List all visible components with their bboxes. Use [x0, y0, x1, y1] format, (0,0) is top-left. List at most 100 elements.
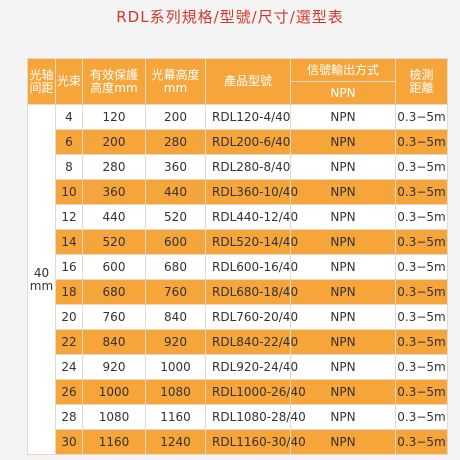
header-text: 信號輸出方式: [306, 62, 379, 77]
table-row: 24 920 1000 RDL920-24/40 NPN 0.3−5m: [28, 354, 448, 380]
cell: 1000: [82, 379, 146, 405]
table-row: 18 680 760 RDL680-18/40 NPN 0.3−5m: [28, 279, 448, 305]
header-text: 有效保護: [89, 67, 138, 82]
cell: 1240: [145, 429, 206, 455]
header-cell: 有效保護 高度mm: [82, 58, 146, 105]
table-row: 16 600 680 RDL600-16/40 NPN 0.3−5m: [28, 254, 448, 280]
cell: 0.3−5m: [395, 354, 448, 380]
cell: 22: [55, 329, 83, 355]
header-cell: 光轴 间距: [27, 58, 56, 105]
cell: 0.3−5m: [395, 154, 448, 180]
cell: NPN: [290, 229, 396, 255]
table-row: 14 520 600 RDL520-14/40 NPN 0.3−5m: [28, 229, 448, 255]
cell: RDL760-20/40: [205, 304, 298, 330]
cell: 18: [55, 279, 83, 305]
cell: 1160: [145, 404, 206, 430]
cell: 360: [82, 179, 146, 205]
cell: 760: [145, 279, 206, 305]
table-row: 28 1080 1160 RDL1080-28/40 NPN 0.3−5m: [28, 404, 448, 430]
cell: 8: [55, 154, 83, 180]
cell: 200: [82, 129, 146, 155]
cell: NPN: [290, 354, 396, 380]
cell: 360: [145, 154, 206, 180]
cell: NPN: [290, 254, 396, 280]
cell: 0.3−5m: [395, 129, 448, 155]
cell: 440: [145, 179, 206, 205]
cell: RDL280-8/40: [205, 154, 291, 180]
cell: 440: [82, 204, 146, 230]
table-row: 22 840 920 RDL840-22/40 NPN 0.3−5m: [28, 329, 448, 355]
cell: 920: [82, 354, 146, 380]
cell: NPN: [290, 404, 396, 430]
cell: 0.3−5m: [395, 279, 448, 305]
cell: NPN: [290, 154, 396, 180]
cell: 4: [55, 104, 83, 130]
table-row: 30 1160 1240 RDL1160-30/40 NPN 0.3−5m: [28, 429, 448, 455]
cell: RDL120-4/40: [205, 104, 291, 130]
table-row: 12 440 520 RDL440-12/40 NPN 0.3−5m: [28, 204, 448, 230]
cell: NPN: [290, 204, 396, 230]
header-text: 檢測: [409, 67, 434, 82]
table-row: 8 280 360 RDL280-8/40 NPN 0.3−5m: [28, 154, 448, 180]
cell: 120: [82, 104, 146, 130]
cell: 840: [145, 304, 206, 330]
cell: RDL840-22/40: [205, 329, 298, 355]
cell: 280: [82, 154, 146, 180]
cell: 1080: [145, 379, 206, 405]
cell: 0.3−5m: [395, 204, 448, 230]
header-row: NPN: [28, 81, 448, 105]
header-text: mm: [163, 80, 188, 95]
cell: 10: [55, 179, 83, 205]
cell: 0.3−5m: [395, 304, 448, 330]
cell: 920: [145, 329, 206, 355]
cell: 680: [145, 254, 206, 280]
cell: NPN: [290, 379, 396, 405]
cell: 200: [145, 104, 206, 130]
cell: NPN: [290, 129, 396, 155]
header-text: 高度mm: [90, 80, 138, 95]
cell: NPN: [290, 304, 396, 330]
cell: 0.3−5m: [395, 179, 448, 205]
header-cell: 檢測 距離: [395, 58, 448, 105]
cell: 6: [55, 129, 83, 155]
cell: RDL1080-28/40: [205, 404, 306, 430]
cell: 1080: [82, 404, 146, 430]
cell: NPN: [290, 104, 396, 130]
spacing-cell: 40 mm: [27, 104, 56, 455]
cell: 600: [145, 229, 206, 255]
cell: 26: [55, 379, 83, 405]
spec-table: 光轴 间距 光束 有效保護 高度mm 光幕高度 mm 產品型號 信號輸出方式 檢測 距離 NPN 40 m…: [27, 58, 448, 455]
table-row: 40 mm 4 120 200 RDL120-4/40 NPN 0.3−5m: [27, 104, 448, 455]
cell: NPN: [290, 279, 396, 305]
cell: 0.3−5m: [395, 404, 448, 430]
header-cell: 光束: [55, 58, 83, 105]
cell: RDL440-12/40: [205, 204, 298, 230]
header-cell: 產品型號: [205, 58, 291, 105]
cell: 0.3−5m: [395, 104, 448, 130]
header-text: 光幕高度: [151, 67, 200, 82]
cell: 0.3−5m: [395, 429, 448, 455]
cell: 0.3−5m: [395, 329, 448, 355]
cell: 20: [55, 304, 83, 330]
cell: 12: [55, 204, 83, 230]
header-text: 距離: [409, 80, 434, 95]
header-text: 光轴: [29, 67, 54, 82]
cell: 1160: [82, 429, 146, 455]
table-row: 20 760 840 RDL760-20/40 NPN 0.3−5m: [28, 304, 448, 330]
spacing-text: 40: [33, 265, 50, 280]
header-cell: 光幕高度 mm: [145, 58, 206, 105]
cell: 680: [82, 279, 146, 305]
cell: 14: [55, 229, 83, 255]
cell: 0.3−5m: [395, 229, 448, 255]
spacing-text: mm: [29, 278, 54, 293]
cell: 24: [55, 354, 83, 380]
table-row: 10 360 440 RDL360-10/40 NPN 0.3−5m: [28, 179, 448, 205]
cell: RDL1160-30/40: [205, 429, 306, 455]
cell: 0.3−5m: [395, 254, 448, 280]
cell: RDL360-10/40: [205, 179, 298, 205]
table-row: 26 1000 1080 RDL1000-26/40 NPN 0.3−5m: [28, 379, 448, 405]
cell: NPN: [290, 329, 396, 355]
cell: 30: [55, 429, 83, 455]
header-cell: 信號輸出方式: [290, 58, 396, 82]
